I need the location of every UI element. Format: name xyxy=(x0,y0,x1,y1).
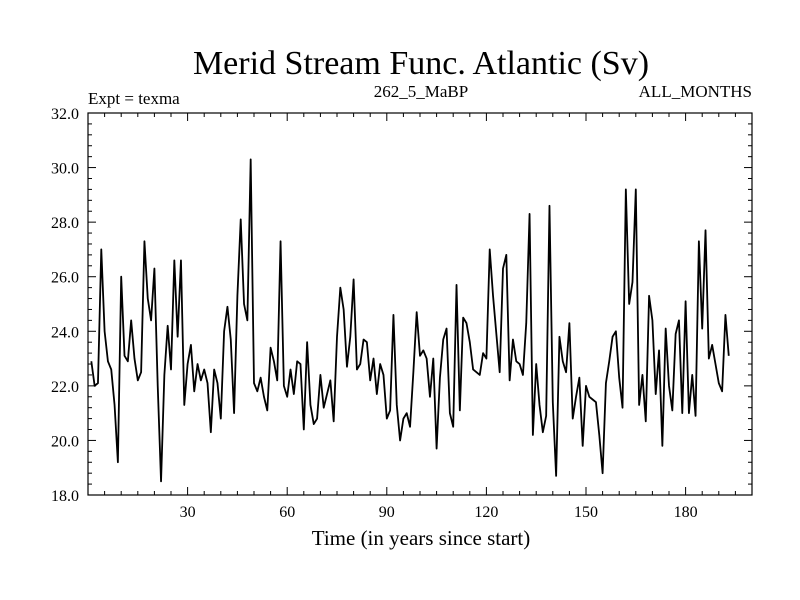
period-label: 262_5_MaBP xyxy=(374,82,468,101)
y-tick-label: 22.0 xyxy=(51,379,79,396)
y-tick-label: 18.0 xyxy=(51,488,79,505)
y-tick-label: 28.0 xyxy=(51,215,79,232)
series-line xyxy=(90,158,730,483)
x-tick-label: 120 xyxy=(474,504,498,521)
y-tick-label: 32.0 xyxy=(51,106,79,123)
y-tick-label: 24.0 xyxy=(51,324,79,341)
x-tick-label: 30 xyxy=(180,504,196,521)
series-group xyxy=(90,158,730,483)
experiment-label: Expt = texma xyxy=(88,89,180,108)
plot-frame xyxy=(87,112,753,496)
x-axis-label: Time (in years since start) xyxy=(312,526,531,550)
x-tick-label: 60 xyxy=(279,504,295,521)
x-axis: 30 60 90 120 150 180 xyxy=(104,113,736,521)
x-tick-label: 180 xyxy=(674,504,698,521)
months-label: ALL_MONTHS xyxy=(639,82,752,101)
y-tick-label: 20.0 xyxy=(51,433,79,450)
chart-title: Merid Stream Func. Atlantic (Sv) xyxy=(193,45,649,82)
y-axis: 18.0 20.0 22.0 24.0 26.0 28.0 30.0 32.0 xyxy=(51,106,752,505)
y-tick-label: 26.0 xyxy=(51,270,79,287)
x-tick-label: 150 xyxy=(574,504,598,521)
x-tick-label: 90 xyxy=(379,504,395,521)
y-tick-label: 30.0 xyxy=(51,161,79,178)
